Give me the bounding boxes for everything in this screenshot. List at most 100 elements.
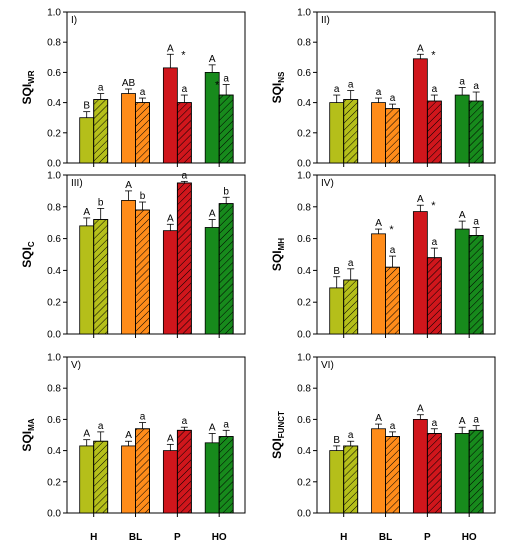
y-tick-label: 0.8 <box>297 384 311 395</box>
y-tick-label: 0.4 <box>297 98 311 109</box>
bar-p-solid <box>162 230 178 335</box>
significance-letter: a <box>223 73 229 84</box>
y-tick-label: 0.4 <box>47 98 61 109</box>
y-tick-label: 0.2 <box>47 128 61 139</box>
bar-ho-solid <box>204 227 220 335</box>
significance-letter: b <box>98 197 104 208</box>
significance-star: * <box>389 224 394 236</box>
significance-letter: b <box>140 191 146 202</box>
bar-hatch-overlay <box>468 429 484 514</box>
bar-bl-solid <box>121 445 136 514</box>
significance-letter: a <box>348 80 354 91</box>
significance-letter: A <box>459 210 466 221</box>
bar-hatch-overlay <box>426 100 442 164</box>
panel-label: III) <box>71 178 83 189</box>
bar-hatch-overlay <box>218 436 234 514</box>
x-category-label-ho: HO <box>212 532 227 543</box>
y-tick-label: 0.6 <box>47 415 61 426</box>
significance-letter: A <box>83 429 90 440</box>
y-tick-label: 1.0 <box>47 8 61 19</box>
y-axis-label: SQIC <box>20 241 36 268</box>
bar-h-solid <box>329 450 345 514</box>
y-tick-label: 0.8 <box>47 384 61 395</box>
y-tick-label: 0.6 <box>297 415 311 426</box>
significance-letter: a <box>432 237 438 248</box>
bar-hatch-overlay <box>468 235 484 335</box>
bar-p-solid <box>162 67 178 164</box>
bar-hatch-overlay <box>176 102 192 164</box>
bar-hatch-overlay <box>343 279 359 335</box>
plot-frame <box>316 174 496 335</box>
y-tick-label: 0.0 <box>297 509 311 520</box>
significance-letter: a <box>459 77 465 88</box>
bar-hatch-overlay <box>218 203 234 335</box>
y-tick-label: 0.4 <box>47 446 61 457</box>
plot-frame <box>66 174 246 335</box>
bar-hatch-overlay <box>426 433 442 514</box>
significance-letter: A <box>83 207 90 218</box>
significance-letter: b <box>223 186 229 197</box>
bar-ho-solid <box>204 442 220 514</box>
x-category-label-p: P <box>424 532 431 543</box>
y-tick-label: 1.0 <box>47 171 61 182</box>
y-tick-label: 0.2 <box>297 128 311 139</box>
bar-h-solid <box>329 287 345 335</box>
x-category-labels: H BL P HO H BL P HO <box>90 532 477 543</box>
bar-hatch-overlay <box>385 108 400 164</box>
panel-label: IV) <box>321 178 334 189</box>
bar-bl-solid <box>121 93 136 164</box>
significance-letter: A <box>417 194 424 205</box>
y-axis-label: SQIWR <box>20 70 36 104</box>
bar-bl-solid <box>121 200 136 335</box>
bar-ho-solid <box>454 433 470 514</box>
y-tick-label: 0.0 <box>47 330 61 341</box>
significance-letter: a <box>473 415 479 426</box>
bar-bl-solid <box>371 428 386 514</box>
bar-ho-solid <box>454 228 470 335</box>
bar-p-solid <box>412 58 428 164</box>
y-tick-label: 0.2 <box>297 298 311 309</box>
significance-letter: A <box>167 433 174 444</box>
significance-letter: a <box>348 430 354 441</box>
y-axis-label: SQIMA <box>20 418 36 451</box>
bar-h-solid <box>329 102 345 164</box>
x-category-label-ho: HO <box>462 532 477 543</box>
bar-p-solid <box>412 211 428 335</box>
significance-letter: a <box>182 416 188 427</box>
significance-letter: A <box>375 218 382 229</box>
significance-letter: A <box>167 43 174 54</box>
plot-frame <box>66 356 246 514</box>
significance-letter: B <box>333 266 340 277</box>
significance-letter: A <box>125 180 132 191</box>
bar-hatch-overlay <box>93 219 109 335</box>
x-category-label-bl: BL <box>379 532 392 543</box>
significance-letter: AB <box>122 78 136 89</box>
bar-hatch-overlay <box>176 182 192 335</box>
bar-hatch-overlay <box>93 99 109 164</box>
significance-star: * <box>431 200 436 212</box>
significance-letter: a <box>348 258 354 269</box>
bar-hatch-overlay <box>218 94 234 164</box>
y-tick-label: 1.0 <box>297 171 311 182</box>
y-tick-label: 0.4 <box>297 266 311 277</box>
significance-star: * <box>215 79 220 91</box>
x-category-label-bl: BL <box>129 532 142 543</box>
significance-letter: A <box>125 430 132 441</box>
significance-letter: a <box>432 418 438 429</box>
y-tick-label: 0.4 <box>47 266 61 277</box>
y-tick-label: 0.0 <box>47 509 61 520</box>
significance-star: * <box>431 49 436 61</box>
bar-hatch-overlay <box>468 100 484 164</box>
bar-p-solid <box>162 450 178 514</box>
y-tick-label: 0.8 <box>47 202 61 213</box>
y-tick-label: 0.2 <box>47 298 61 309</box>
bar-p-solid <box>412 418 428 514</box>
y-tick-label: 0.0 <box>297 159 311 170</box>
y-tick-label: 0.4 <box>297 446 311 457</box>
significance-letter: a <box>376 87 382 98</box>
bar-ho-solid <box>454 94 470 164</box>
